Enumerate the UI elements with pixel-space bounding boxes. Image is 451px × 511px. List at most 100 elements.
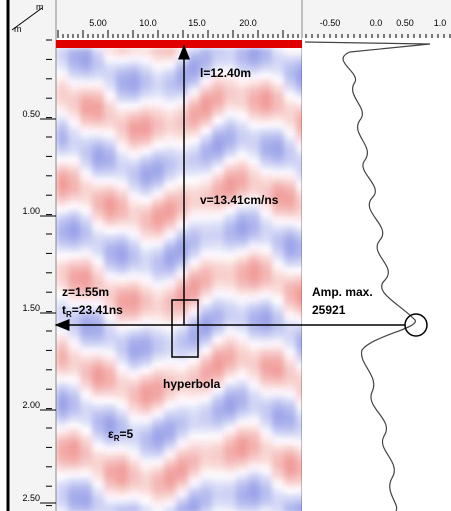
texture <box>188 508 200 511</box>
texture <box>92 423 104 428</box>
texture <box>104 328 116 333</box>
texture <box>200 453 212 458</box>
texture <box>164 463 176 468</box>
texture <box>296 158 302 163</box>
texture <box>284 428 296 433</box>
texture <box>296 263 302 268</box>
texture <box>80 83 92 88</box>
depth-tick-label: 1.00 <box>22 206 40 216</box>
texture <box>152 63 164 68</box>
texture <box>56 468 68 473</box>
texture <box>260 273 272 278</box>
texture <box>140 343 152 348</box>
texture <box>68 73 80 78</box>
texture <box>80 243 92 248</box>
texture <box>284 148 296 153</box>
texture <box>116 218 128 223</box>
texture <box>116 443 128 448</box>
texture <box>260 473 272 478</box>
texture <box>116 333 128 338</box>
texture <box>272 293 284 298</box>
texture <box>92 78 104 83</box>
texture <box>104 238 116 243</box>
texture <box>260 118 272 123</box>
texture <box>140 238 152 243</box>
texture <box>116 458 128 463</box>
texture <box>164 218 176 223</box>
texture <box>188 93 200 98</box>
texture <box>260 383 272 388</box>
texture <box>284 233 296 238</box>
texture <box>128 263 140 268</box>
texture <box>128 213 140 218</box>
texture <box>272 398 284 403</box>
texture <box>92 113 104 118</box>
texture <box>56 433 68 438</box>
texture <box>260 228 272 233</box>
texture <box>80 118 92 123</box>
texture <box>260 138 272 143</box>
texture <box>224 263 236 268</box>
texture <box>200 168 212 173</box>
texture <box>152 163 164 168</box>
texture <box>56 153 68 158</box>
texture <box>104 63 116 68</box>
texture <box>164 93 176 98</box>
texture <box>188 348 200 353</box>
texture <box>92 448 104 453</box>
texture <box>296 493 302 498</box>
texture <box>92 398 104 403</box>
texture <box>212 373 224 378</box>
texture <box>128 498 140 503</box>
texture <box>152 198 164 203</box>
texture <box>188 108 200 113</box>
texture <box>104 138 116 143</box>
texture <box>140 288 152 293</box>
texture <box>188 418 200 423</box>
texture <box>296 373 302 378</box>
texture <box>272 148 284 153</box>
texture <box>248 338 260 343</box>
texture <box>236 63 248 68</box>
texture <box>140 473 152 478</box>
texture <box>176 328 188 333</box>
texture <box>140 158 152 163</box>
texture <box>248 463 260 468</box>
texture <box>56 178 68 183</box>
texture <box>284 153 296 158</box>
texture <box>200 278 212 283</box>
texture <box>284 78 296 83</box>
texture <box>248 208 260 213</box>
texture <box>272 68 284 73</box>
texture <box>284 413 296 418</box>
texture <box>224 68 236 73</box>
texture <box>140 273 152 278</box>
texture <box>284 158 296 163</box>
texture <box>164 143 176 148</box>
texture <box>128 288 140 293</box>
texture <box>272 98 284 103</box>
texture <box>260 428 272 433</box>
texture <box>176 443 188 448</box>
texture <box>68 58 80 63</box>
texture <box>236 338 248 343</box>
texture <box>116 198 128 203</box>
texture <box>164 408 176 413</box>
texture <box>128 388 140 393</box>
texture <box>296 238 302 243</box>
texture <box>200 368 212 373</box>
texture <box>140 313 152 318</box>
texture <box>296 73 302 78</box>
texture <box>236 283 248 288</box>
texture <box>236 493 248 498</box>
texture <box>284 258 296 263</box>
texture <box>104 443 116 448</box>
texture <box>284 463 296 468</box>
texture <box>260 458 272 463</box>
texture <box>236 73 248 78</box>
texture <box>92 253 104 258</box>
texture <box>236 203 248 208</box>
texture <box>248 443 260 448</box>
texture <box>164 353 176 358</box>
texture <box>128 133 140 138</box>
